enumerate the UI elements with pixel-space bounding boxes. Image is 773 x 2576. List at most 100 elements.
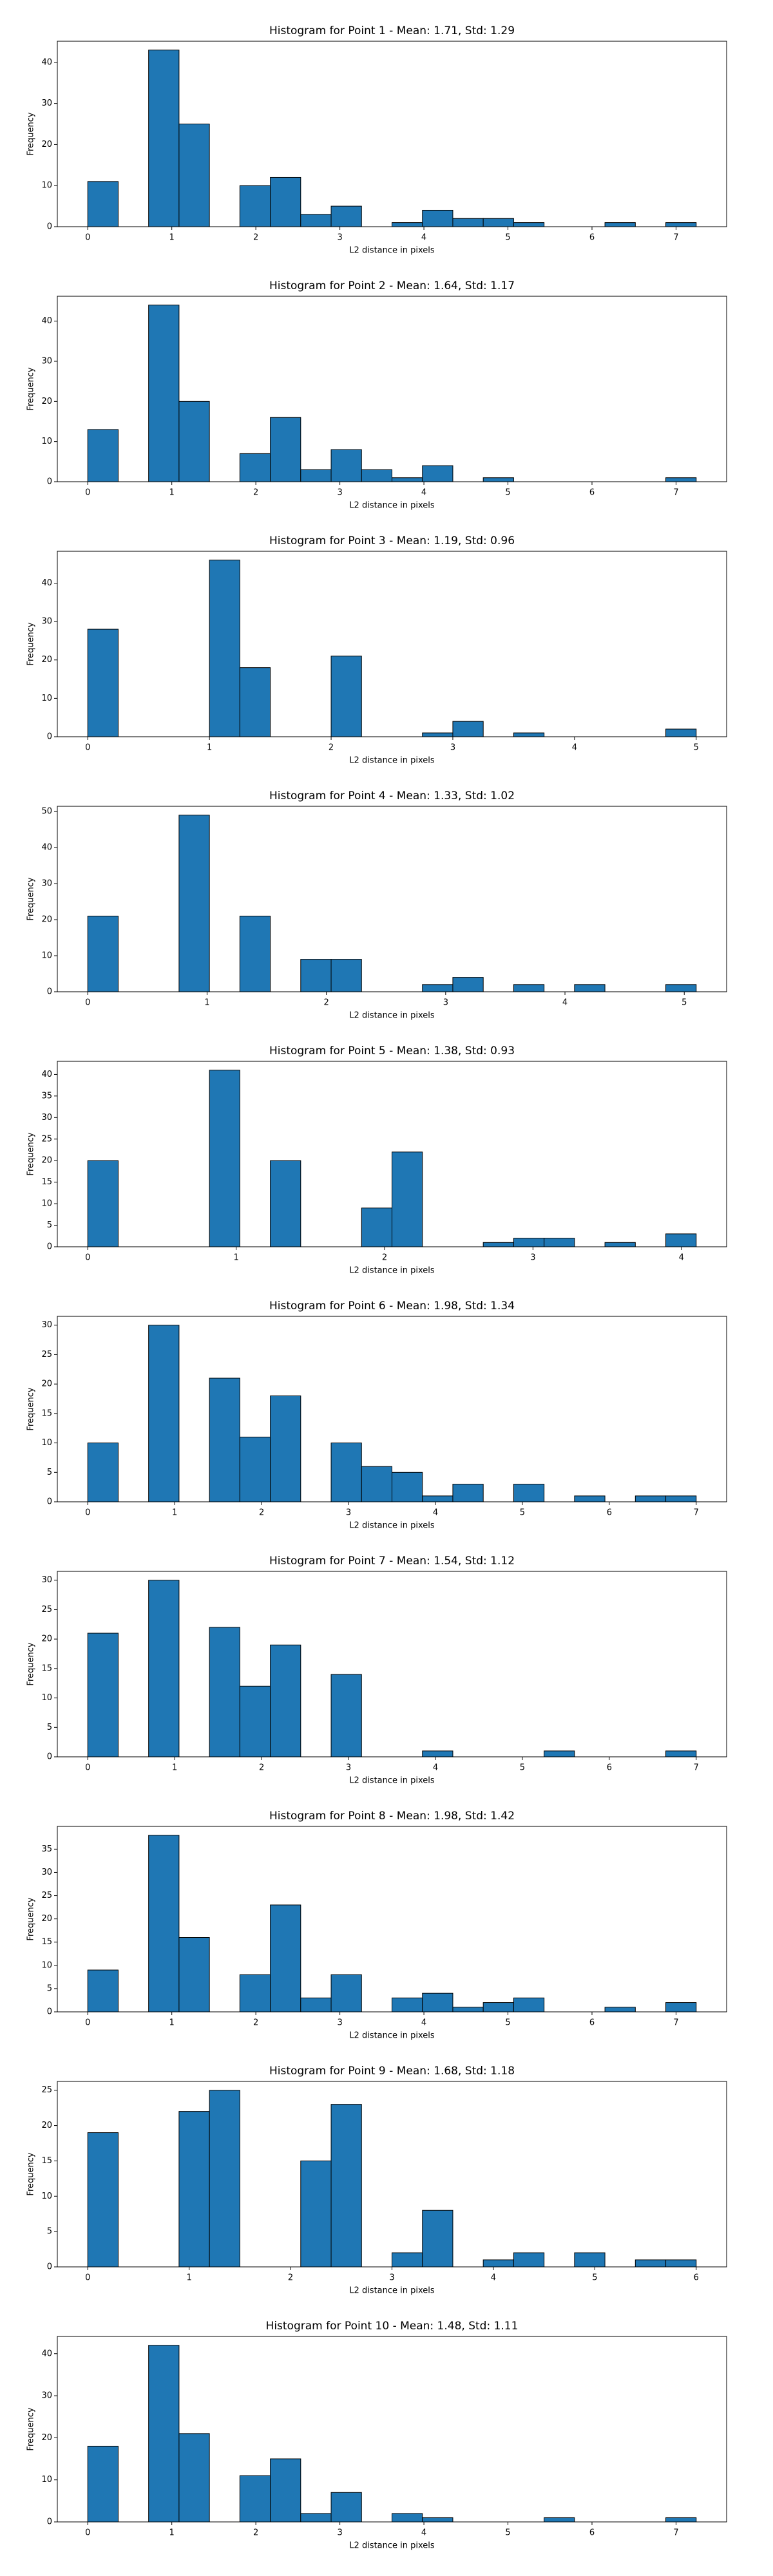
bar	[209, 2090, 240, 2268]
y-tick-label: 0	[47, 732, 52, 742]
y-tick-label: 0	[47, 987, 52, 997]
bar	[330, 2492, 362, 2523]
y-tick-label: 10	[41, 1199, 52, 1209]
bar	[148, 2345, 180, 2523]
x-tick-label: 1	[169, 2528, 175, 2538]
y-tick-label: 10	[41, 2192, 52, 2201]
x-tick-label: 1	[169, 233, 175, 243]
bar	[209, 1070, 240, 1247]
bar	[87, 2445, 119, 2523]
x-axis-label: L2 distance in pixels	[349, 2286, 435, 2296]
x-tick-label: 6	[607, 1508, 612, 1518]
bar	[87, 181, 119, 227]
bar	[270, 1644, 301, 1757]
bar	[239, 1436, 271, 1502]
axes-frame	[57, 1571, 727, 1757]
bar	[392, 1997, 423, 2012]
bar	[239, 667, 271, 737]
x-axis-label: L2 distance in pixels	[349, 756, 435, 766]
y-axis-label: Frequency	[26, 1897, 36, 1940]
x-tick-label: 1	[233, 1253, 238, 1263]
y-axis-label: Frequency	[26, 1132, 36, 1175]
bar	[330, 205, 362, 227]
y-tick-label: 20	[41, 397, 52, 406]
bar	[482, 477, 514, 482]
y-tick-label: 5	[47, 1984, 52, 1993]
bar	[330, 449, 362, 482]
x-tick-label: 4	[572, 743, 577, 753]
chart-title: Histogram for Point 2 - Mean: 1.64, Std:…	[269, 279, 515, 292]
y-axis-label: Frequency	[26, 1387, 36, 1430]
chart-title: Histogram for Point 5 - Mean: 1.38, Std:…	[269, 1045, 515, 1057]
x-tick-label: 7	[673, 488, 678, 498]
subplot: 0 1 2 3 4 5 6 7 0 5 10 15 20 25 30 Histogram for Point …	[26, 1300, 727, 1531]
bar	[300, 469, 332, 482]
chart-title: Histogram for Point 8 - Mean: 1.98, Std:…	[269, 1810, 515, 1823]
bar	[482, 2259, 514, 2268]
x-tick-label: 4	[491, 2273, 496, 2283]
bar	[330, 2104, 362, 2268]
bar	[513, 2252, 545, 2268]
x-tick-label: 1	[169, 488, 175, 498]
y-tick-label: 0	[47, 1242, 52, 1252]
bar	[422, 1993, 453, 2012]
x-axis-label: L2 distance in pixels	[349, 2031, 435, 2041]
y-tick-label: 20	[41, 915, 52, 925]
chart-title: Histogram for Point 10 - Mean: 1.48, Std…	[266, 2320, 519, 2333]
bar	[635, 1495, 667, 1502]
bar	[482, 2002, 514, 2012]
bar	[574, 984, 606, 992]
x-tick-label: 7	[694, 1508, 699, 1518]
y-axis-label: Frequency	[26, 2407, 36, 2450]
bar	[148, 1580, 180, 1757]
y-tick-label: 50	[41, 807, 52, 817]
bar	[452, 721, 484, 737]
bar	[422, 2210, 453, 2268]
plot-area	[57, 806, 727, 992]
x-tick-label: 4	[421, 2528, 426, 2538]
y-tick-label: 10	[41, 951, 52, 961]
bar	[513, 222, 545, 227]
chart-title: Histogram for Point 1 - Mean: 1.71, Std:…	[269, 24, 515, 37]
bar	[178, 815, 210, 992]
x-tick-label: 1	[204, 998, 209, 1008]
axes-frame	[57, 2336, 727, 2523]
axes-frame	[57, 41, 727, 227]
y-tick-label: 30	[41, 2391, 52, 2401]
x-tick-label: 2	[288, 2273, 293, 2283]
bar	[422, 732, 453, 737]
y-tick-label: 20	[41, 1156, 52, 1166]
y-tick-label: 30	[41, 1320, 52, 1330]
x-tick-label: 6	[589, 488, 595, 498]
x-tick-label: 3	[450, 743, 455, 753]
chart-title: Histogram for Point 6 - Mean: 1.98, Std:…	[269, 1300, 515, 1312]
x-tick-label: 3	[337, 2018, 342, 2028]
bar	[452, 1484, 484, 1502]
x-tick-label: 1	[187, 2273, 192, 2283]
y-tick-label: 15	[41, 1937, 52, 1947]
x-tick-label: 4	[679, 1253, 684, 1263]
chart-title: Histogram for Point 4 - Mean: 1.33, Std:…	[269, 790, 515, 802]
bar	[544, 2517, 575, 2523]
bar	[361, 469, 392, 482]
bar	[87, 429, 119, 482]
plot-area	[57, 551, 727, 737]
bar	[422, 984, 453, 992]
bar	[148, 1835, 180, 2012]
bar	[665, 2517, 697, 2523]
x-tick-label: 1	[172, 1508, 177, 1518]
bar	[330, 1974, 362, 2012]
y-tick-label: 0	[47, 1752, 52, 1762]
x-tick-label: 5	[592, 2273, 597, 2283]
x-tick-label: 7	[673, 2018, 678, 2028]
x-tick-label: 0	[85, 2273, 90, 2283]
x-tick-label: 3	[337, 233, 342, 243]
bar	[665, 2002, 697, 2012]
x-axis-label: L2 distance in pixels	[349, 246, 435, 256]
x-tick-label: 3	[389, 2273, 394, 2283]
x-tick-label: 2	[329, 743, 334, 753]
x-tick-label: 2	[253, 233, 258, 243]
bar	[392, 477, 423, 482]
subplot: 0 1 2 3 4 5 6 7 0 10 20 30 40 Histogram for Point 1 -…	[26, 24, 727, 256]
